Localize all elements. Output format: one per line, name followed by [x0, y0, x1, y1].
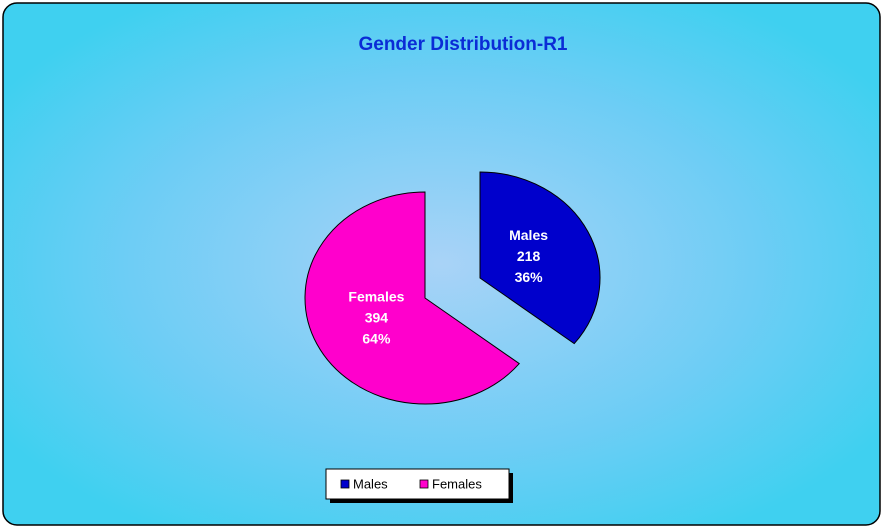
- legend-label: Females: [432, 476, 482, 491]
- slice-label-value: 218: [517, 248, 541, 264]
- pie-slice: [304, 191, 521, 405]
- pie-slice: [479, 171, 601, 345]
- slice-label-value: 394: [365, 310, 389, 326]
- legend-swatch: [340, 479, 350, 489]
- slice-label-name: Males: [509, 227, 548, 243]
- chart-title: Gender Distribution-R1: [358, 34, 567, 55]
- legend-swatch: [419, 479, 429, 489]
- slice-label-name: Females: [348, 289, 404, 305]
- legend: [325, 468, 510, 500]
- legend-label: Males: [353, 476, 388, 491]
- slice-label-percent: 64%: [362, 331, 391, 347]
- slice-label-percent: 36%: [515, 269, 544, 285]
